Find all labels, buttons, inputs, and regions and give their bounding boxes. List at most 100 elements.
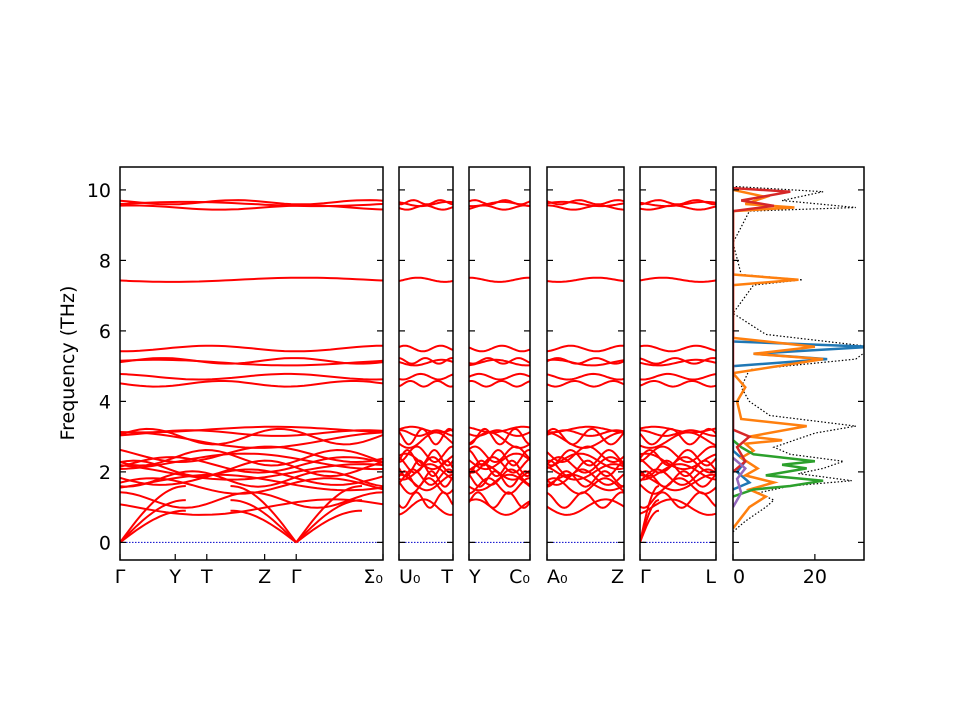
band-line bbox=[640, 358, 716, 367]
band-line bbox=[547, 468, 624, 486]
band-line bbox=[120, 463, 383, 481]
x-tick-label: A₀ bbox=[547, 566, 568, 588]
band-panel-1: U₀ T bbox=[398, 166, 454, 588]
acoustic-branch bbox=[295, 509, 363, 544]
y-tick-label: 0 bbox=[99, 532, 111, 554]
band-panel-3: A₀ Z bbox=[546, 166, 625, 588]
y-tick-label: 4 bbox=[99, 391, 111, 413]
acoustic-branch bbox=[640, 485, 660, 543]
band-line bbox=[547, 477, 624, 495]
y-tick-label: 8 bbox=[99, 250, 111, 272]
band-line bbox=[120, 456, 383, 474]
x-tick-label: Σ₀ bbox=[363, 566, 383, 588]
panel-frame bbox=[639, 166, 717, 561]
dos-series-1 bbox=[733, 340, 864, 491]
band-line bbox=[469, 199, 530, 206]
band-line bbox=[120, 199, 383, 206]
band-line bbox=[469, 448, 530, 467]
band-line bbox=[399, 470, 453, 488]
band-line bbox=[547, 473, 624, 492]
panel-frame bbox=[546, 166, 625, 561]
band-line bbox=[399, 357, 453, 365]
x-tick-label: Γ bbox=[115, 566, 126, 588]
band-line bbox=[399, 427, 453, 446]
panel-frame bbox=[398, 166, 454, 561]
band-line bbox=[469, 452, 530, 471]
band-line bbox=[120, 468, 383, 486]
x-tick-label: Y bbox=[168, 566, 181, 588]
dos-series-3 bbox=[733, 439, 824, 498]
band-line bbox=[469, 491, 530, 509]
x-tick-label: Z bbox=[611, 566, 624, 588]
band-line bbox=[640, 380, 716, 388]
band-line bbox=[547, 427, 624, 446]
band-line bbox=[120, 459, 383, 478]
x-tick-label: Γ bbox=[291, 566, 302, 588]
band-line bbox=[547, 470, 624, 488]
x-tick-label: Γ bbox=[640, 566, 651, 588]
band-line bbox=[640, 427, 716, 446]
x-tick-label: T bbox=[200, 566, 213, 588]
x-tick-label: C₀ bbox=[509, 566, 530, 588]
acoustic-branch bbox=[230, 499, 297, 544]
band-line bbox=[120, 357, 383, 365]
band-line bbox=[640, 199, 716, 206]
band-line bbox=[547, 358, 624, 367]
band-line bbox=[399, 372, 453, 381]
acoustic-branch bbox=[230, 485, 297, 543]
acoustic-branch bbox=[120, 509, 186, 544]
band-line bbox=[547, 380, 624, 388]
band-line bbox=[469, 204, 530, 211]
dos-frame bbox=[732, 166, 865, 561]
band-line bbox=[640, 448, 716, 467]
band-line bbox=[640, 276, 716, 283]
acoustic-branch bbox=[120, 499, 186, 544]
band-line bbox=[469, 372, 530, 381]
band-line bbox=[469, 380, 530, 388]
x-tick-label: L bbox=[705, 566, 716, 588]
band-line bbox=[399, 199, 453, 206]
band-line bbox=[469, 357, 530, 365]
band-line bbox=[640, 459, 716, 478]
dos-series-2 bbox=[733, 188, 824, 530]
band-line bbox=[547, 276, 624, 283]
band-line bbox=[469, 498, 530, 516]
y-tick-label: 10 bbox=[87, 180, 111, 202]
band-line bbox=[120, 470, 383, 488]
band-line bbox=[399, 456, 453, 474]
band-panel-0: Γ Y T Z Γ Σ₀ bbox=[115, 166, 384, 588]
band-line bbox=[469, 473, 530, 492]
band-line bbox=[399, 358, 453, 367]
band-line bbox=[469, 344, 530, 353]
y-axis-label: Frequency (THz) bbox=[57, 286, 79, 441]
band-line bbox=[547, 372, 624, 381]
band-line bbox=[399, 491, 453, 509]
band-line bbox=[547, 431, 624, 449]
panel-frame bbox=[119, 166, 384, 561]
band-line bbox=[547, 429, 624, 437]
band-line bbox=[399, 431, 453, 449]
band-line bbox=[120, 498, 383, 516]
band-line bbox=[469, 358, 530, 367]
band-line bbox=[469, 425, 530, 434]
band-line bbox=[469, 477, 530, 495]
band-line bbox=[399, 380, 453, 388]
band-line bbox=[120, 372, 383, 381]
band-line bbox=[640, 372, 716, 381]
dos-x-tick-label: 0 bbox=[733, 566, 745, 588]
band-line bbox=[547, 199, 624, 206]
acoustic-branch bbox=[230, 509, 297, 544]
band-line bbox=[547, 452, 624, 471]
x-tick-label: T bbox=[440, 566, 453, 588]
band-line bbox=[640, 470, 716, 488]
band-line bbox=[399, 204, 453, 211]
band-line bbox=[547, 491, 624, 509]
band-line bbox=[640, 344, 716, 353]
band-line bbox=[120, 427, 383, 446]
band-line bbox=[399, 344, 453, 353]
panel-frame bbox=[468, 166, 531, 561]
band-line bbox=[547, 448, 624, 467]
x-tick-label: Y bbox=[468, 566, 481, 588]
